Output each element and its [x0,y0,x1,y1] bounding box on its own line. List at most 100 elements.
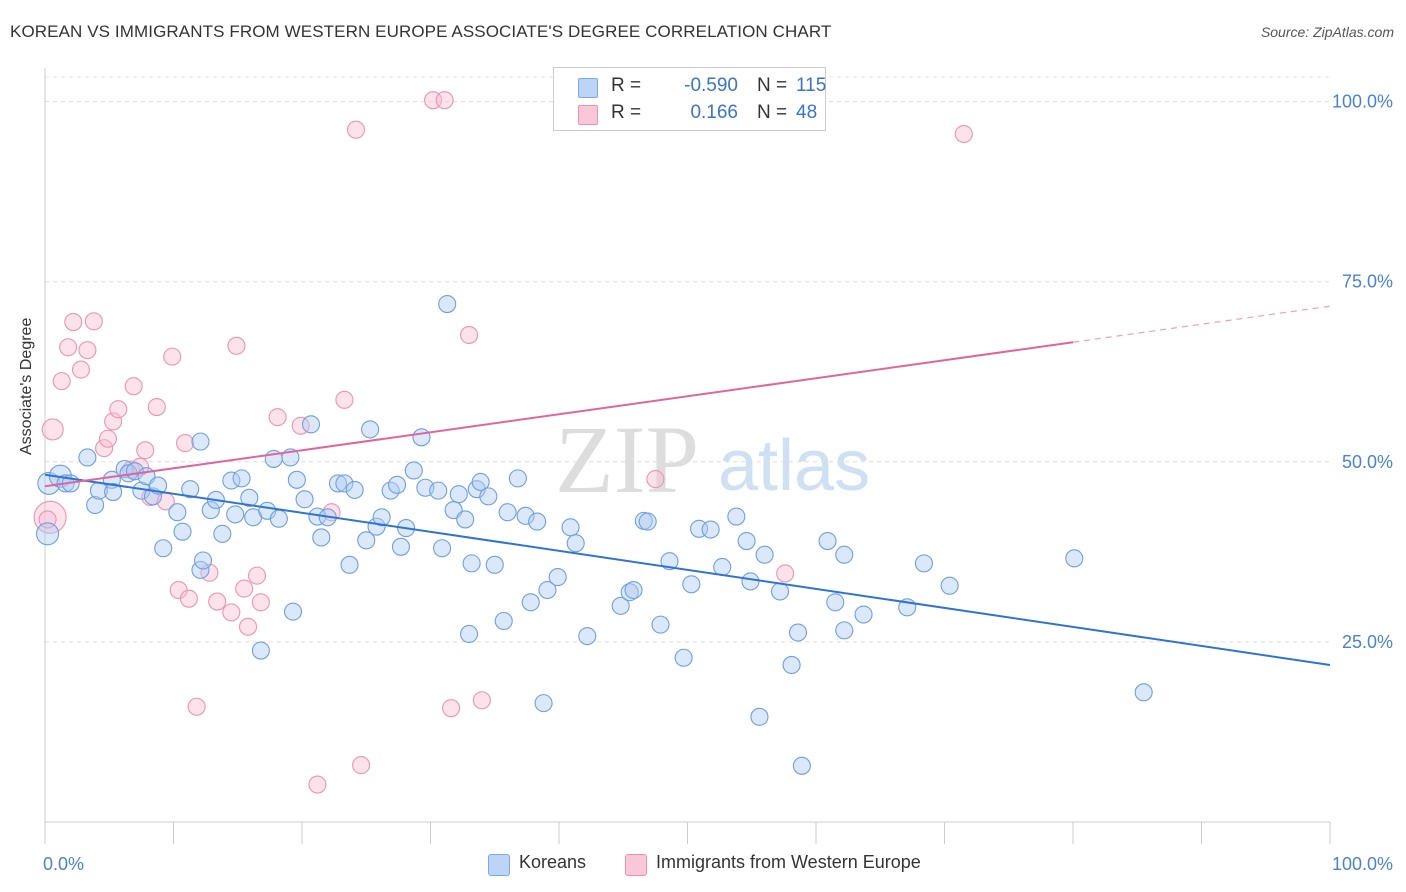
korean-point [429,481,448,500]
immigrant-point [308,775,327,794]
immigrant-point [227,336,246,355]
korean-point [191,432,210,451]
korean-point [335,474,354,493]
korean-point [788,623,808,642]
korean-point [538,580,557,600]
korean-point [404,461,423,480]
korean-point [149,476,168,495]
korean-point [651,615,670,634]
koreans-legend-swatch [488,854,510,876]
korean-point [835,621,854,640]
immigrant-point [124,377,143,396]
y-tick-label: 100.0% [1332,92,1393,112]
korean-point [479,487,498,506]
korean-point [548,568,567,587]
tick-labels: 25.0% 50.0% 75.0% 100.0% 0.0% 100.0% [43,92,1393,874]
korean-point [388,475,407,494]
immigrant-point [163,347,182,366]
korean-point [168,503,187,522]
korean-point [78,448,97,467]
korean-point [438,294,457,314]
immigrant-point [95,439,114,458]
korean-point [154,539,173,558]
korean-point [232,469,251,488]
korean-point [340,555,359,574]
chart-title: KOREAN VS IMMIGRANTS FROM WESTERN EUROPE… [10,22,832,41]
immigrant-point [52,372,71,391]
korean-point [737,531,756,551]
korean-point [660,552,679,571]
immigrant-point [235,579,254,598]
koreans-legend-label: Koreans [519,852,587,872]
immigrant-point [954,124,973,144]
immigrants-trend-extension [1072,305,1331,343]
korean-point [818,531,837,551]
korean-point [345,480,364,499]
korean-point [498,503,517,522]
korean-point [561,518,580,537]
korean-point [269,509,288,528]
korean-point [36,522,60,546]
korean-point [433,539,452,558]
korean-point [494,611,513,631]
korean-point [782,655,801,675]
korean-point [86,495,105,515]
x-tick-label: 100.0% [1332,854,1393,874]
korean-point [283,602,303,621]
korean-point [914,554,933,573]
korean-point [674,648,693,667]
source-label: Source: ZipAtlas.com [1260,24,1394,40]
korean-point [521,593,540,612]
korean-point [854,605,873,624]
immigrants-legend-label: Immigrants from Western Europe [656,852,921,872]
watermark-zip: ZIP [555,406,699,513]
immigrants-trend-line [44,341,1074,488]
korean-point [295,490,314,509]
immigrant-point [459,325,479,345]
y-tick-label: 75.0% [1342,272,1393,292]
korean-point [301,415,321,434]
series-koreans-points [36,294,1153,775]
immigrant-point [435,91,454,110]
korean-point [213,524,232,543]
immigrant-point [179,589,198,608]
korean-point [713,557,732,577]
immigrant-point [84,312,103,331]
korean-point [449,485,468,504]
korean-point [826,593,845,612]
n-value: 115 [796,75,827,96]
r-value: -0.590 [684,75,738,96]
n-label: N = [757,102,788,123]
immigrant-point [335,390,354,409]
immigrant-point [208,592,227,611]
korean-point [471,472,490,492]
korean-point [516,506,535,525]
immigrant-point [251,593,270,612]
trend-lines [44,305,1331,666]
korean-point [792,756,811,775]
n-label: N = [757,75,788,96]
korean-point [194,551,213,570]
korean-point [240,488,259,507]
immigrant-point [98,429,118,448]
korean-point [835,545,854,564]
immigrants-swatch [578,105,598,125]
n-value: 48 [796,102,818,123]
y-tick-label: 50.0% [1342,452,1393,472]
immigrant-point [646,470,665,489]
korean-point [312,528,331,547]
series-immigrants-points [33,91,973,794]
r-label: R = [611,102,642,123]
y-tick-label: 25.0% [1342,632,1393,652]
korean-point [412,428,431,447]
immigrant-point [346,120,366,139]
korean-point [328,474,348,493]
korean-point [701,520,720,539]
korean-point [755,545,774,564]
korean-point [173,522,192,541]
immigrant-point [64,313,83,332]
korean-point [485,555,504,574]
korean-point [361,420,380,439]
korean-point [459,624,479,644]
